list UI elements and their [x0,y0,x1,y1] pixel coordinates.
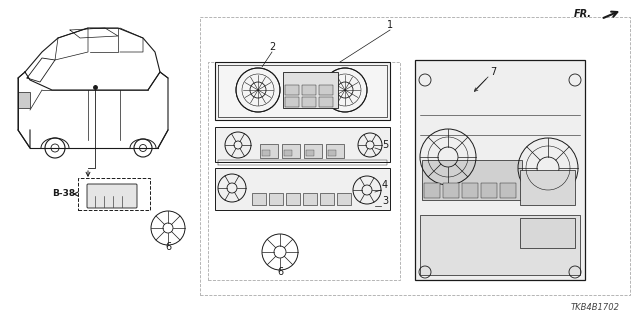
Bar [319,85,333,95]
Polygon shape [215,62,390,120]
Bar [303,193,317,205]
Bar [337,193,351,205]
Bar [252,193,266,205]
Bar [500,183,516,198]
Bar [286,193,300,205]
Bar [283,72,338,108]
Bar [424,183,440,198]
Text: FR.: FR. [574,9,592,19]
Bar [462,183,478,198]
Bar [260,144,278,158]
Bar [328,150,336,156]
Bar [262,150,270,156]
Text: 6: 6 [165,242,171,252]
Bar [304,144,322,158]
Bar [443,183,459,198]
Text: B-38: B-38 [52,189,75,198]
Text: 4: 4 [382,180,388,190]
Bar [269,193,283,205]
Bar [319,97,333,107]
Bar [481,183,497,198]
Bar [302,97,316,107]
Bar [215,168,390,210]
Bar [326,144,344,158]
Bar [284,150,292,156]
Bar [282,144,300,158]
Text: 1: 1 [387,20,393,30]
Bar [285,97,299,107]
Bar [420,215,580,275]
Text: 2: 2 [269,42,275,52]
Bar [306,150,314,156]
FancyBboxPatch shape [87,184,137,208]
Bar [415,60,585,280]
Text: TKB4B1702: TKB4B1702 [571,303,620,312]
Bar [78,178,150,210]
Bar [215,127,390,162]
Bar [320,193,334,205]
Text: 5: 5 [382,140,388,150]
Text: 6: 6 [277,267,283,277]
Bar [422,160,522,200]
Bar [18,92,30,108]
Bar [200,17,630,295]
Text: 3: 3 [382,196,388,206]
Bar [520,170,575,205]
Bar [208,62,400,280]
Text: 7: 7 [490,67,496,77]
Bar [302,85,316,95]
Bar [520,218,575,248]
Bar [285,85,299,95]
